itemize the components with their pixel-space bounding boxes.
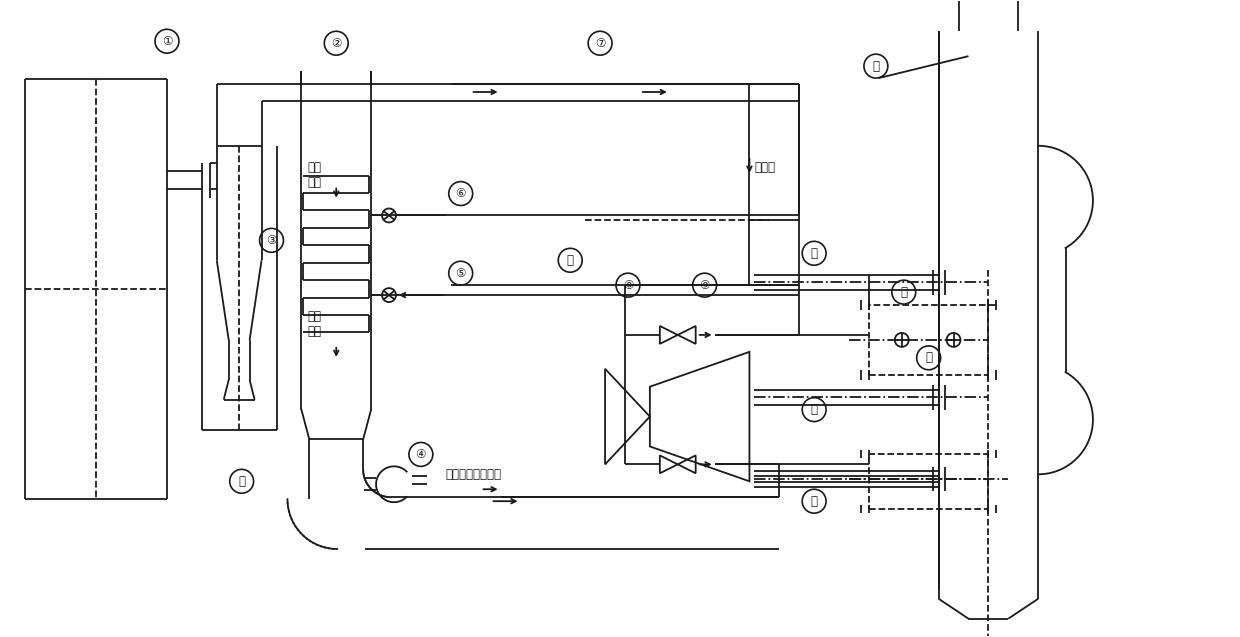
Text: ⑫: ⑫	[811, 495, 817, 508]
Text: 汽轮机: 汽轮机	[754, 161, 775, 174]
Text: 低温
燃气: 低温 燃气	[308, 310, 321, 338]
Text: ②: ②	[331, 37, 341, 50]
Text: ⑮: ⑮	[925, 352, 932, 364]
Text: ⑤: ⑤	[455, 267, 466, 280]
Text: ⑯: ⑯	[873, 60, 879, 73]
Bar	[869, 305, 988, 375]
Text: 高温
燃气: 高温 燃气	[308, 161, 321, 189]
Text: ⑭: ⑭	[811, 403, 817, 416]
Text: ⑨: ⑨	[699, 278, 709, 292]
Text: ⑧: ⑧	[622, 278, 634, 292]
Text: ⑬: ⑬	[811, 247, 817, 260]
Text: ⑱: ⑱	[238, 475, 246, 488]
Text: ⑥: ⑥	[455, 187, 466, 200]
Text: ①: ①	[161, 34, 172, 48]
Text: ⑰: ⑰	[567, 254, 574, 267]
Bar	[869, 454, 988, 509]
Text: ③: ③	[267, 234, 277, 247]
Text: ⑲: ⑲	[900, 285, 908, 299]
Text: ④: ④	[415, 448, 427, 461]
Text: ⑦: ⑦	[595, 37, 605, 50]
Text: 送往煤粉锅炉燃烧: 送往煤粉锅炉燃烧	[445, 468, 502, 481]
